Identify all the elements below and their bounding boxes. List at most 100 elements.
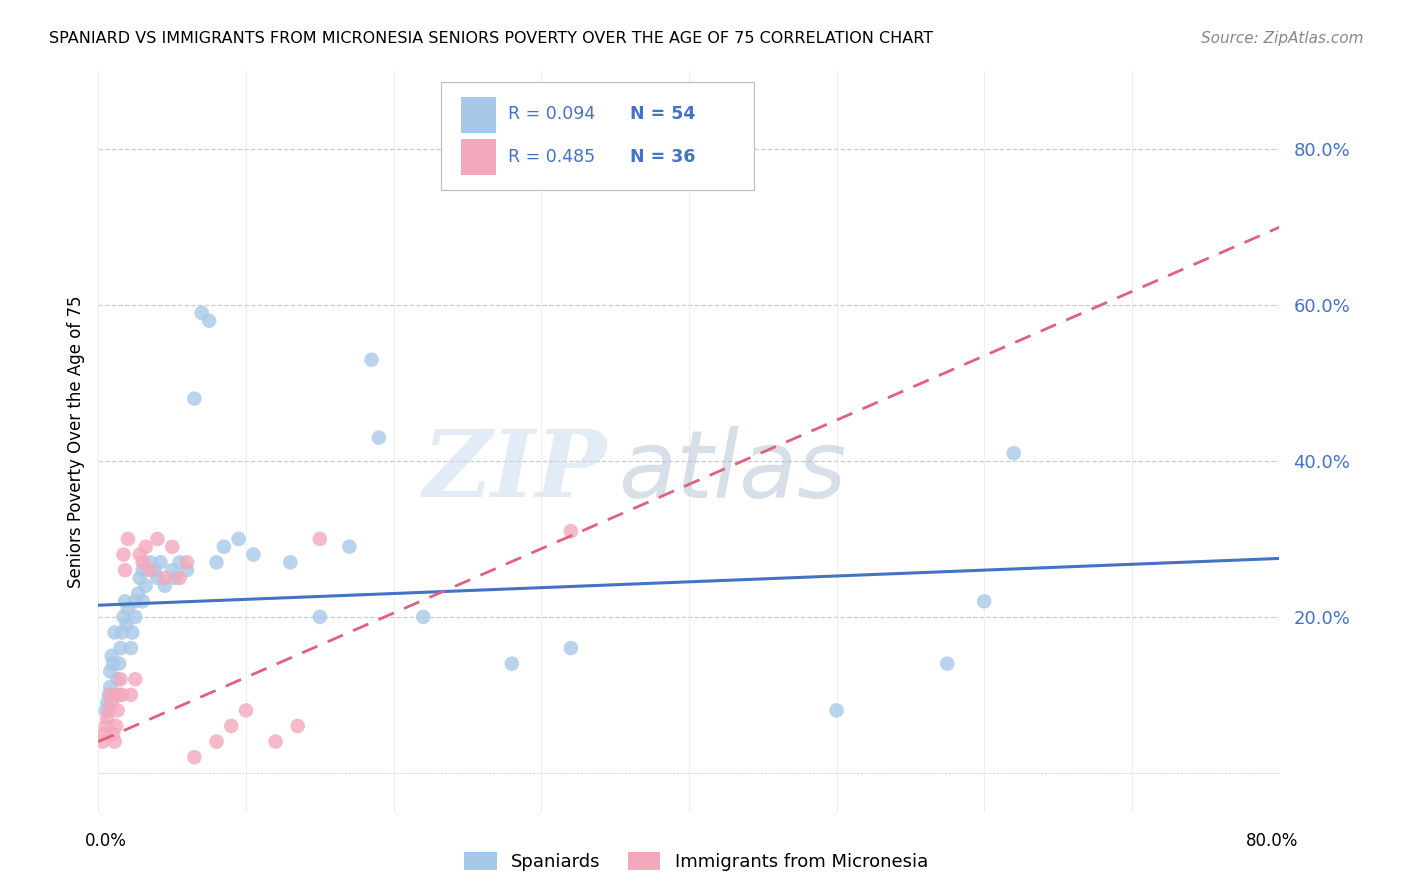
Point	[235, 703, 257, 717]
Text: Source: ZipAtlas.com: Source: ZipAtlas.com	[1201, 31, 1364, 46]
Point	[825, 703, 848, 717]
Text: R = 0.094: R = 0.094	[508, 104, 596, 122]
Point	[115, 617, 138, 632]
Point	[339, 540, 361, 554]
Point	[97, 688, 120, 702]
Point	[165, 571, 187, 585]
Point	[120, 641, 142, 656]
Text: N = 36: N = 36	[630, 147, 695, 166]
FancyBboxPatch shape	[441, 82, 754, 190]
Legend: Spaniards, Immigrants from Micronesia: Spaniards, Immigrants from Micronesia	[457, 845, 935, 879]
Text: 80.0%: 80.0%	[1246, 831, 1299, 849]
Point	[93, 727, 115, 741]
Point	[135, 540, 157, 554]
Point	[128, 548, 150, 562]
Point	[139, 563, 162, 577]
Point	[124, 610, 146, 624]
Text: atlas: atlas	[619, 425, 846, 516]
Point	[146, 571, 169, 585]
Point	[132, 555, 155, 569]
Point	[169, 555, 191, 569]
Point	[309, 532, 332, 546]
Point	[114, 563, 136, 577]
Point	[100, 696, 122, 710]
Point	[936, 657, 959, 671]
Point	[98, 688, 121, 702]
Point	[153, 571, 176, 585]
Point	[143, 563, 166, 577]
Point	[309, 610, 332, 624]
Point	[183, 392, 205, 406]
Y-axis label: Seniors Poverty Over the Age of 75: Seniors Poverty Over the Age of 75	[66, 295, 84, 588]
Point	[162, 563, 183, 577]
Point	[132, 594, 155, 608]
Point	[124, 672, 146, 686]
Text: R = 0.485: R = 0.485	[508, 147, 595, 166]
Point	[120, 688, 142, 702]
Bar	[461, 139, 496, 175]
Point	[100, 648, 122, 663]
Text: 0.0%: 0.0%	[84, 831, 127, 849]
Point	[127, 586, 149, 600]
Point	[103, 727, 125, 741]
Point	[98, 680, 121, 694]
Text: SPANIARD VS IMMIGRANTS FROM MICRONESIA SENIORS POVERTY OVER THE AGE OF 75 CORREL: SPANIARD VS IMMIGRANTS FROM MICRONESIA S…	[49, 31, 934, 46]
Point	[91, 734, 114, 748]
Point	[221, 719, 243, 733]
Point	[117, 602, 139, 616]
Point	[412, 610, 434, 624]
Point	[112, 548, 135, 562]
Point	[228, 532, 250, 546]
Point	[368, 431, 391, 445]
Point	[117, 532, 139, 546]
Point	[176, 563, 198, 577]
Point	[121, 625, 143, 640]
Point	[205, 734, 228, 748]
Point	[97, 703, 120, 717]
Point	[162, 540, 183, 554]
Point	[146, 532, 169, 546]
Point	[560, 524, 582, 538]
Point	[107, 703, 129, 717]
Point	[360, 352, 382, 367]
Point	[149, 555, 172, 569]
Point	[212, 540, 235, 554]
Point	[176, 555, 198, 569]
Bar	[461, 97, 496, 133]
Point	[198, 314, 221, 328]
Text: N = 54: N = 54	[630, 104, 695, 122]
Point	[128, 571, 150, 585]
Point	[501, 657, 523, 671]
Point	[280, 555, 302, 569]
Point	[107, 672, 129, 686]
Point	[1002, 446, 1025, 460]
Point	[205, 555, 228, 569]
Point	[114, 594, 136, 608]
Point	[264, 734, 287, 748]
Point	[103, 657, 125, 671]
Point	[139, 555, 162, 569]
Point	[98, 665, 121, 679]
Point	[104, 734, 127, 748]
Point	[105, 688, 128, 702]
Point	[132, 563, 155, 577]
Point	[191, 306, 214, 320]
Point	[153, 579, 176, 593]
Point	[110, 672, 132, 686]
Point	[111, 688, 134, 702]
Point	[96, 711, 118, 725]
Point	[242, 548, 264, 562]
Point	[560, 641, 582, 656]
Point	[94, 703, 117, 717]
Point	[287, 719, 309, 733]
Point	[111, 625, 134, 640]
Text: ZIP: ZIP	[422, 426, 606, 516]
Point	[105, 719, 128, 733]
Point	[108, 688, 131, 702]
Point	[96, 696, 118, 710]
Point	[108, 657, 131, 671]
Point	[169, 571, 191, 585]
Point	[183, 750, 205, 764]
Point	[112, 610, 135, 624]
Point	[110, 641, 132, 656]
